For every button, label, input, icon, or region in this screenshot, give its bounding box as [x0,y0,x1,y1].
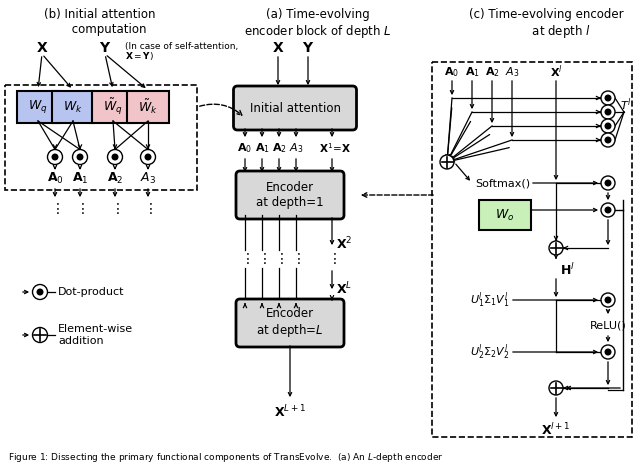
Text: $\mathbf{A}_1$: $\mathbf{A}_1$ [72,171,88,186]
Circle shape [440,155,454,169]
Circle shape [601,133,615,147]
Text: $A_3$: $A_3$ [505,65,519,79]
Text: (a) Time-evolving
encoder block of depth $L$: (a) Time-evolving encoder block of depth… [244,8,392,40]
Text: Initial attention: Initial attention [250,102,340,115]
Circle shape [605,297,611,303]
Text: $T^l$: $T^l$ [620,97,632,113]
Circle shape [605,95,611,101]
Circle shape [605,123,611,129]
Text: $\mathbf{A}_1$: $\mathbf{A}_1$ [255,141,269,155]
Text: $\mathbf{X} = \mathbf{Y}$): $\mathbf{X} = \mathbf{Y}$) [125,50,154,62]
Text: (b) Initial attention
     computation: (b) Initial attention computation [44,8,156,36]
Text: $U_1^l\Sigma_1 V_1^l$: $U_1^l\Sigma_1 V_1^l$ [470,290,510,310]
Text: $\vdots$: $\vdots$ [50,202,60,217]
Circle shape [549,381,563,395]
Circle shape [549,241,563,255]
Text: $W_o$: $W_o$ [495,207,515,223]
Text: $A_3$: $A_3$ [140,171,156,186]
Circle shape [33,328,47,343]
Circle shape [601,176,615,190]
Text: $\mathbf{A}_2$: $\mathbf{A}_2$ [271,141,287,155]
Circle shape [601,91,615,105]
Text: $\mathbf{A}_2$: $\mathbf{A}_2$ [107,171,124,186]
Circle shape [605,207,611,213]
Text: $\mathbf{X}^l$: $\mathbf{X}^l$ [550,64,563,80]
Circle shape [33,284,47,299]
Circle shape [601,293,615,307]
Text: $\mathbf{X}^2$: $\mathbf{X}^2$ [336,235,353,252]
Text: $A_3$: $A_3$ [289,141,303,155]
FancyBboxPatch shape [234,86,356,130]
Circle shape [72,149,88,164]
Circle shape [605,349,611,355]
FancyBboxPatch shape [236,171,344,219]
FancyBboxPatch shape [17,91,59,123]
Circle shape [601,119,615,133]
Text: $\tilde{W}_q$: $\tilde{W}_q$ [103,97,123,117]
Text: Softmax(): Softmax() [475,178,530,188]
FancyBboxPatch shape [127,91,169,123]
FancyArrowPatch shape [200,104,242,115]
Text: $\mathbf{H}^l$: $\mathbf{H}^l$ [560,262,575,278]
Circle shape [108,149,122,164]
Text: $\vdots$: $\vdots$ [110,202,120,217]
Text: $\vdots$: $\vdots$ [291,251,301,266]
FancyBboxPatch shape [236,299,344,347]
Text: $\vdots$: $\vdots$ [75,202,85,217]
Text: $\mathbf{Y}$: $\mathbf{Y}$ [302,41,314,55]
Text: $W_q$: $W_q$ [28,99,48,116]
Text: Dot-product: Dot-product [58,287,125,297]
Text: $U_2^l\Sigma_2 V_2^l$: $U_2^l\Sigma_2 V_2^l$ [470,342,510,362]
Text: Figure 1: Dissecting the primary functional components of TransEvolve.  (a) An $: Figure 1: Dissecting the primary functio… [8,452,444,464]
Circle shape [605,180,611,186]
FancyBboxPatch shape [92,91,134,123]
Circle shape [77,154,83,160]
FancyBboxPatch shape [52,91,94,123]
Circle shape [141,149,156,164]
Text: $\mathbf{A}_0$: $\mathbf{A}_0$ [47,171,63,186]
Text: $\mathbf{X}^L$: $\mathbf{X}^L$ [336,281,352,298]
Text: $\mathbf{X}^{l+1}$: $\mathbf{X}^{l+1}$ [541,422,571,438]
Text: $\mathbf{X}$: $\mathbf{X}$ [272,41,284,55]
Circle shape [605,137,611,143]
Circle shape [47,149,63,164]
Text: $\tilde{W}_k$: $\tilde{W}_k$ [138,98,158,116]
Text: $\vdots$: $\vdots$ [257,251,267,266]
Text: $\mathbf{A}_2$: $\mathbf{A}_2$ [484,65,499,79]
Text: $\vdots$: $\vdots$ [274,251,284,266]
Text: Element-wise
addition: Element-wise addition [58,324,133,346]
Circle shape [37,289,43,295]
Text: $\mathbf{X}^{L+1}$: $\mathbf{X}^{L+1}$ [274,404,306,420]
Circle shape [601,203,615,217]
FancyArrowPatch shape [362,193,433,197]
Text: $\mathbf{Y}$: $\mathbf{Y}$ [99,41,111,55]
Circle shape [605,109,611,115]
Text: $\vdots$: $\vdots$ [143,202,153,217]
Text: Encoder
at depth=$L$: Encoder at depth=$L$ [256,307,324,339]
Text: (c) Time-evolving encoder
        at depth $l$: (c) Time-evolving encoder at depth $l$ [468,8,623,40]
Text: $\mathbf{X}^1\!=\!\mathbf{X}$: $\mathbf{X}^1\!=\!\mathbf{X}$ [319,141,351,155]
Text: $\mathbf{A}_0$: $\mathbf{A}_0$ [237,141,253,155]
Text: $\mathbf{A}_0$: $\mathbf{A}_0$ [444,65,460,79]
Text: $\mathbf{A}_1$: $\mathbf{A}_1$ [465,65,479,79]
FancyBboxPatch shape [479,200,531,230]
Circle shape [601,105,615,119]
Text: Encoder
at depth=1: Encoder at depth=1 [256,181,324,209]
Text: $\vdots$: $\vdots$ [240,251,250,266]
Text: (In case of self-attention,: (In case of self-attention, [125,41,238,50]
Circle shape [601,345,615,359]
Text: $W_k$: $W_k$ [63,100,83,115]
Circle shape [52,154,58,160]
Circle shape [112,154,118,160]
Text: $\vdots$: $\vdots$ [327,251,337,266]
Text: $\mathbf{X}$: $\mathbf{X}$ [36,41,48,55]
Text: ReLU(): ReLU() [589,320,627,330]
Circle shape [145,154,151,160]
